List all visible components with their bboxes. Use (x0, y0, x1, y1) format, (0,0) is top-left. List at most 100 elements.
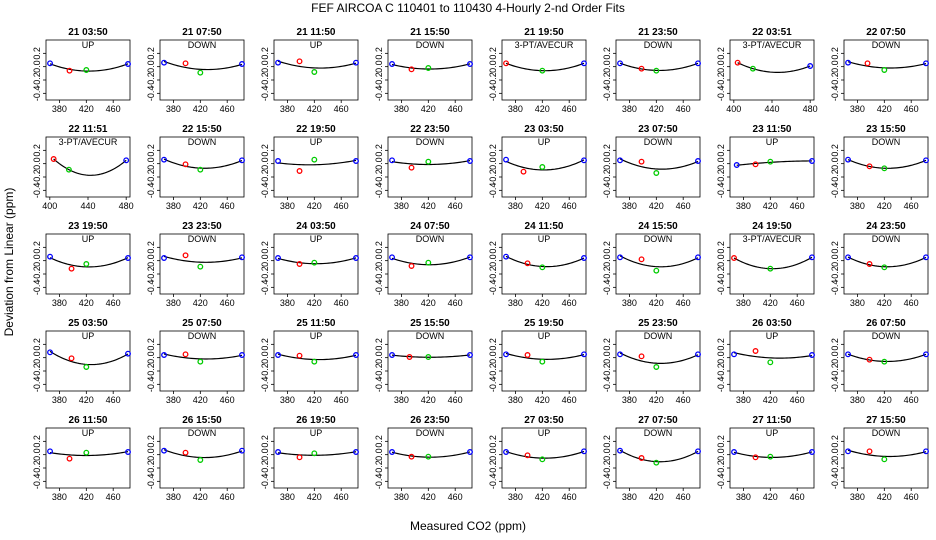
y-tick-label: 0.2 (488, 435, 498, 448)
y-tick-label: -0.2 (260, 169, 270, 185)
panel-34: 26 15:50 DOWN 0.20.0-0.2-0.4 380 420 460 (146, 415, 245, 502)
x-tick-label: 380 (622, 201, 637, 211)
panel-subtitle: UP (766, 428, 779, 438)
x-tick-label: 380 (394, 298, 409, 308)
x-tick-label: 460 (790, 298, 805, 308)
y-tick-label: 0.2 (602, 241, 612, 254)
y-tick-label: 0.0 (716, 60, 726, 73)
y-tick-label: 0.0 (602, 60, 612, 73)
x-tick-label: 460 (106, 395, 121, 405)
y-tick-label: 0.2 (32, 47, 42, 60)
panel-title: 21 19:50 (524, 27, 564, 38)
y-tick-label: 0.2 (716, 338, 726, 351)
x-tick-label: 380 (622, 298, 637, 308)
y-tick-label: 0.0 (32, 351, 42, 364)
panel-19: 24 03:50 UP 0.20.0-0.2-0.4 380 420 460 (260, 221, 359, 308)
y-tick-label: 0.2 (32, 435, 42, 448)
y-tick-label: -0.2 (602, 266, 612, 282)
fit-curve (733, 352, 813, 359)
x-tick-label: 380 (736, 395, 751, 405)
data-point (809, 449, 815, 455)
data-point (125, 449, 131, 455)
panel-title: 22 15:50 (182, 124, 222, 135)
data-point (752, 348, 759, 354)
x-tick-label: 460 (448, 395, 463, 405)
panel-title: 21 03:50 (68, 27, 108, 38)
y-tick-label: 0.2 (602, 47, 612, 60)
y-tick-label: -0.4 (716, 86, 726, 102)
data-point (425, 453, 432, 460)
panel-subtitle: 3-PT/AVECUR (59, 137, 118, 147)
y-tick-label: -0.4 (488, 86, 498, 102)
panel-title: 24 15:50 (638, 221, 678, 232)
y-tick-label: 0.2 (602, 338, 612, 351)
panel-frame (501, 427, 587, 489)
data-point (503, 351, 509, 358)
data-point (125, 61, 131, 67)
y-tick-label: -0.4 (374, 280, 384, 296)
y-tick-label: -0.4 (260, 280, 270, 296)
data-point (197, 457, 204, 463)
panel-35: 26 19:50 UP 0.20.0-0.2-0.4 380 420 460 (260, 415, 359, 502)
data-point (296, 168, 303, 174)
y-tick-label: -0.2 (260, 460, 270, 476)
y-tick-label: -0.2 (146, 460, 156, 476)
data-point (161, 255, 167, 261)
data-point (524, 352, 531, 358)
x-axis-label: Measured CO2 (ppm) (410, 519, 526, 533)
data-point (66, 455, 73, 462)
panel-subtitle: 3-PT/AVECUR (743, 234, 802, 244)
y-tick-label: -0.2 (260, 266, 270, 282)
y-tick-label: -0.2 (830, 169, 840, 185)
data-point (389, 61, 395, 67)
x-tick-label: 380 (850, 395, 865, 405)
y-tick-label: -0.2 (32, 363, 42, 379)
x-tick-label: 460 (106, 492, 121, 502)
data-point (752, 161, 759, 168)
y-tick-label: 0.2 (488, 144, 498, 157)
x-tick-label: 460 (220, 104, 235, 114)
y-tick-label: 0.0 (374, 157, 384, 170)
fit-curve (277, 159, 357, 166)
panel-title: 22 23:50 (410, 124, 450, 135)
y-tick-label: -0.2 (716, 72, 726, 88)
y-tick-label: -0.2 (374, 266, 384, 282)
panel-title: 21 07:50 (182, 27, 222, 38)
x-tick-label: 380 (622, 395, 637, 405)
x-tick-label: 420 (877, 395, 892, 405)
y-tick-label: 0.2 (146, 144, 156, 157)
x-tick-label: 380 (622, 104, 637, 114)
data-point (406, 354, 413, 360)
data-point (539, 456, 546, 463)
x-tick-label: 380 (166, 298, 181, 308)
y-tick-label: -0.2 (830, 72, 840, 88)
x-tick-label: 420 (307, 492, 322, 502)
data-point (408, 66, 415, 73)
y-tick-label: 0.2 (830, 435, 840, 448)
data-point (809, 158, 815, 164)
x-tick-label: 420 (535, 298, 550, 308)
y-tick-label: 0.2 (146, 338, 156, 351)
y-tick-label: 0.2 (260, 241, 270, 254)
data-point (731, 449, 737, 455)
fit-curve (163, 255, 243, 263)
panel-frame (729, 427, 815, 489)
y-tick-label: -0.4 (32, 86, 42, 102)
panel-title: 24 03:50 (296, 221, 336, 232)
panel-subtitle: DOWN (872, 40, 901, 50)
x-tick-label: 380 (394, 201, 409, 211)
x-tick-label: 380 (166, 492, 181, 502)
panel-frame (273, 330, 359, 392)
data-point (653, 364, 660, 370)
panel-frame (45, 233, 131, 295)
x-tick-label: 380 (394, 395, 409, 405)
panel-title: 21 23:50 (638, 27, 678, 38)
y-tick-label: -0.4 (716, 280, 726, 296)
x-tick-label: 460 (448, 298, 463, 308)
panel-subtitle: DOWN (188, 137, 217, 147)
panel-frame (729, 233, 815, 295)
y-tick-label: 0.2 (32, 338, 42, 351)
x-tick-label: 420 (79, 104, 94, 114)
panel-title: 24 07:50 (410, 221, 450, 232)
